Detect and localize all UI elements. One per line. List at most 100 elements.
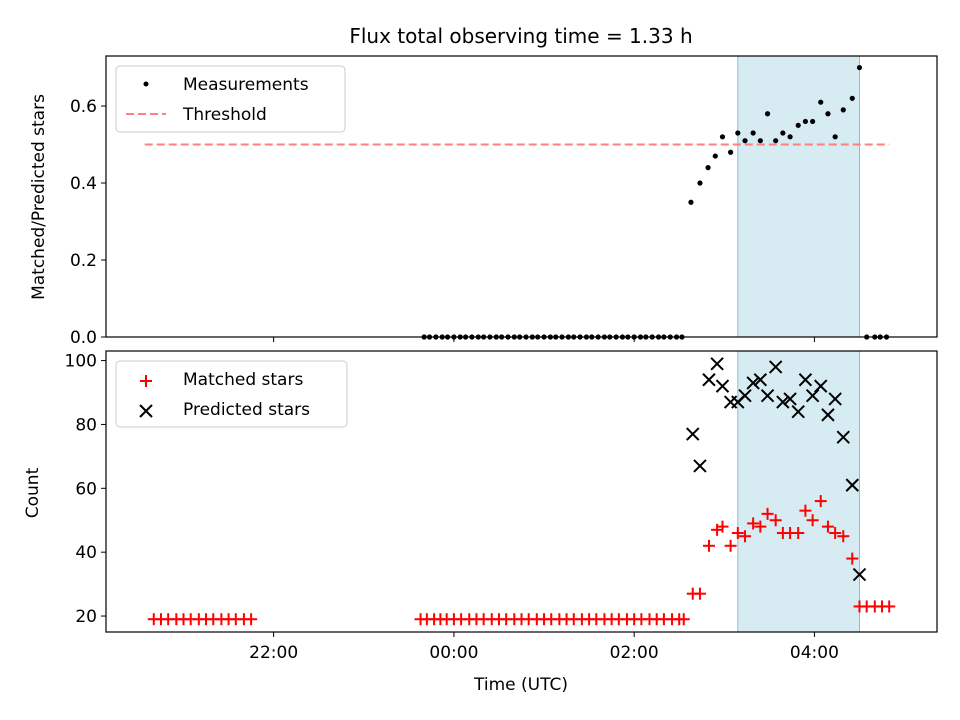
predicted-star-point <box>845 478 859 492</box>
measurement-point <box>773 138 779 144</box>
matched-legend-marker <box>140 375 152 387</box>
measurement-point <box>705 165 711 171</box>
predicted-legend-marker <box>139 404 153 418</box>
predicted-star-point <box>738 388 752 403</box>
measurement-point <box>840 107 846 113</box>
measurement-point <box>712 153 718 159</box>
x-tick-label: 00:00 <box>429 643 478 663</box>
x-tick-label: 04:00 <box>790 643 839 663</box>
measurement-point <box>719 134 726 140</box>
predicted-star-point <box>814 379 828 393</box>
measurement-point <box>795 122 801 128</box>
predicted-star-point <box>821 408 835 422</box>
matched-star-point <box>837 530 850 543</box>
matched-star-point <box>739 530 752 543</box>
y-tick-label: 0.4 <box>70 174 97 194</box>
matched-star-point <box>761 507 774 520</box>
ratio-panel-frame <box>105 55 938 338</box>
predicted-star-point <box>693 459 707 473</box>
predicted-star-point <box>805 388 820 403</box>
measurement-point <box>750 130 756 136</box>
predicted-star-point <box>828 392 842 406</box>
measurements-legend-marker <box>143 81 149 87</box>
measurement-point <box>856 64 863 71</box>
count-panel-frame <box>105 350 938 633</box>
predicted-star-point <box>702 373 716 387</box>
matched-star-point <box>883 600 896 613</box>
measurement-point <box>849 95 855 101</box>
matched-star-point <box>769 514 782 527</box>
measurement-point <box>832 134 838 140</box>
predicted-star-point <box>760 388 775 403</box>
measurements-legend-label: Measurements <box>183 75 309 95</box>
measurement-point <box>735 130 741 136</box>
threshold-legend-label: Threshold <box>182 105 267 125</box>
measurement-point <box>787 134 793 140</box>
predicted-star-point <box>852 567 867 582</box>
predicted-star-point <box>710 357 724 371</box>
ratio-y-axis-label: Matched/Predicted stars <box>29 94 49 300</box>
ratio-legend: Measurements Threshold <box>115 65 346 133</box>
matched-star-point <box>716 520 729 533</box>
measurement-point <box>780 130 786 136</box>
ratio-panel: 0.0 0.2 0.4 0.6 Matched/Predicted stars Mea… <box>29 55 938 348</box>
predicted-star-point <box>746 376 760 390</box>
measurement-point <box>697 180 703 186</box>
measurement-point <box>742 138 748 144</box>
predicted-star-point <box>686 427 700 441</box>
measurement-point <box>764 111 771 117</box>
matched-star-point <box>724 539 737 552</box>
matched-star-point <box>731 527 744 540</box>
y-tick-label: 80 <box>75 415 97 435</box>
predicted-star-point <box>798 373 813 387</box>
matched-star-point <box>792 527 805 540</box>
y-tick-label: 100 <box>65 352 97 372</box>
matched-star-point <box>799 504 812 517</box>
predicted-star-point <box>776 395 790 409</box>
count-y-axis-label: Count <box>23 467 43 518</box>
matched-legend-label: Matched stars <box>183 370 303 390</box>
matched-star-point <box>829 527 842 540</box>
y-tick-label: 20 <box>75 607 97 627</box>
count-legend-box <box>115 360 348 428</box>
measurement-point <box>728 149 734 155</box>
matched-star-point <box>846 552 859 565</box>
predicted-star-point <box>783 392 797 406</box>
observing-interval-band <box>737 350 860 633</box>
matched-star-point <box>702 539 715 552</box>
matched-star-point <box>814 495 827 508</box>
matched-star-point <box>711 523 724 536</box>
matched-star-point <box>245 613 258 626</box>
count-panel: 22:00 00:00 02:00 04:00 20 40 60 80 100 Count Ti… <box>23 350 938 695</box>
predicted-star-point <box>753 373 768 387</box>
predicted-star-point <box>836 430 850 444</box>
measurement-point <box>688 199 694 205</box>
x-axis-label: Time (UTC) <box>473 675 568 695</box>
measurement-point <box>825 111 831 117</box>
x-tick-label: 22:00 <box>249 643 298 663</box>
measurement-point <box>757 138 763 144</box>
matched-star-point <box>821 520 834 533</box>
matched-star-point <box>754 520 767 533</box>
observing-interval-band <box>737 55 860 338</box>
y-tick-label: 0.2 <box>70 251 97 271</box>
chart-title: Flux total observing time = 1.33 h <box>349 24 692 48</box>
matched-star-point <box>693 587 706 600</box>
measurement-point <box>810 118 816 125</box>
y-tick-label: 0.0 <box>70 328 97 348</box>
matched-star-point <box>806 514 819 527</box>
y-tick-label: 0.6 <box>70 97 97 117</box>
count-legend: Matched stars Predicted stars <box>115 360 348 428</box>
predicted-star-point <box>791 404 805 419</box>
x-tick-label: 02:00 <box>610 643 659 663</box>
y-tick-label: 40 <box>75 543 97 563</box>
measurement-point <box>818 99 824 105</box>
matched-star-point <box>677 613 690 626</box>
predicted-star-point <box>768 360 783 374</box>
measurement-point <box>802 118 809 125</box>
predicted-star-point <box>715 379 730 393</box>
matched-star-point <box>747 517 760 530</box>
ratio-legend-box <box>115 65 346 133</box>
predicted-legend-label: Predicted stars <box>183 400 310 420</box>
